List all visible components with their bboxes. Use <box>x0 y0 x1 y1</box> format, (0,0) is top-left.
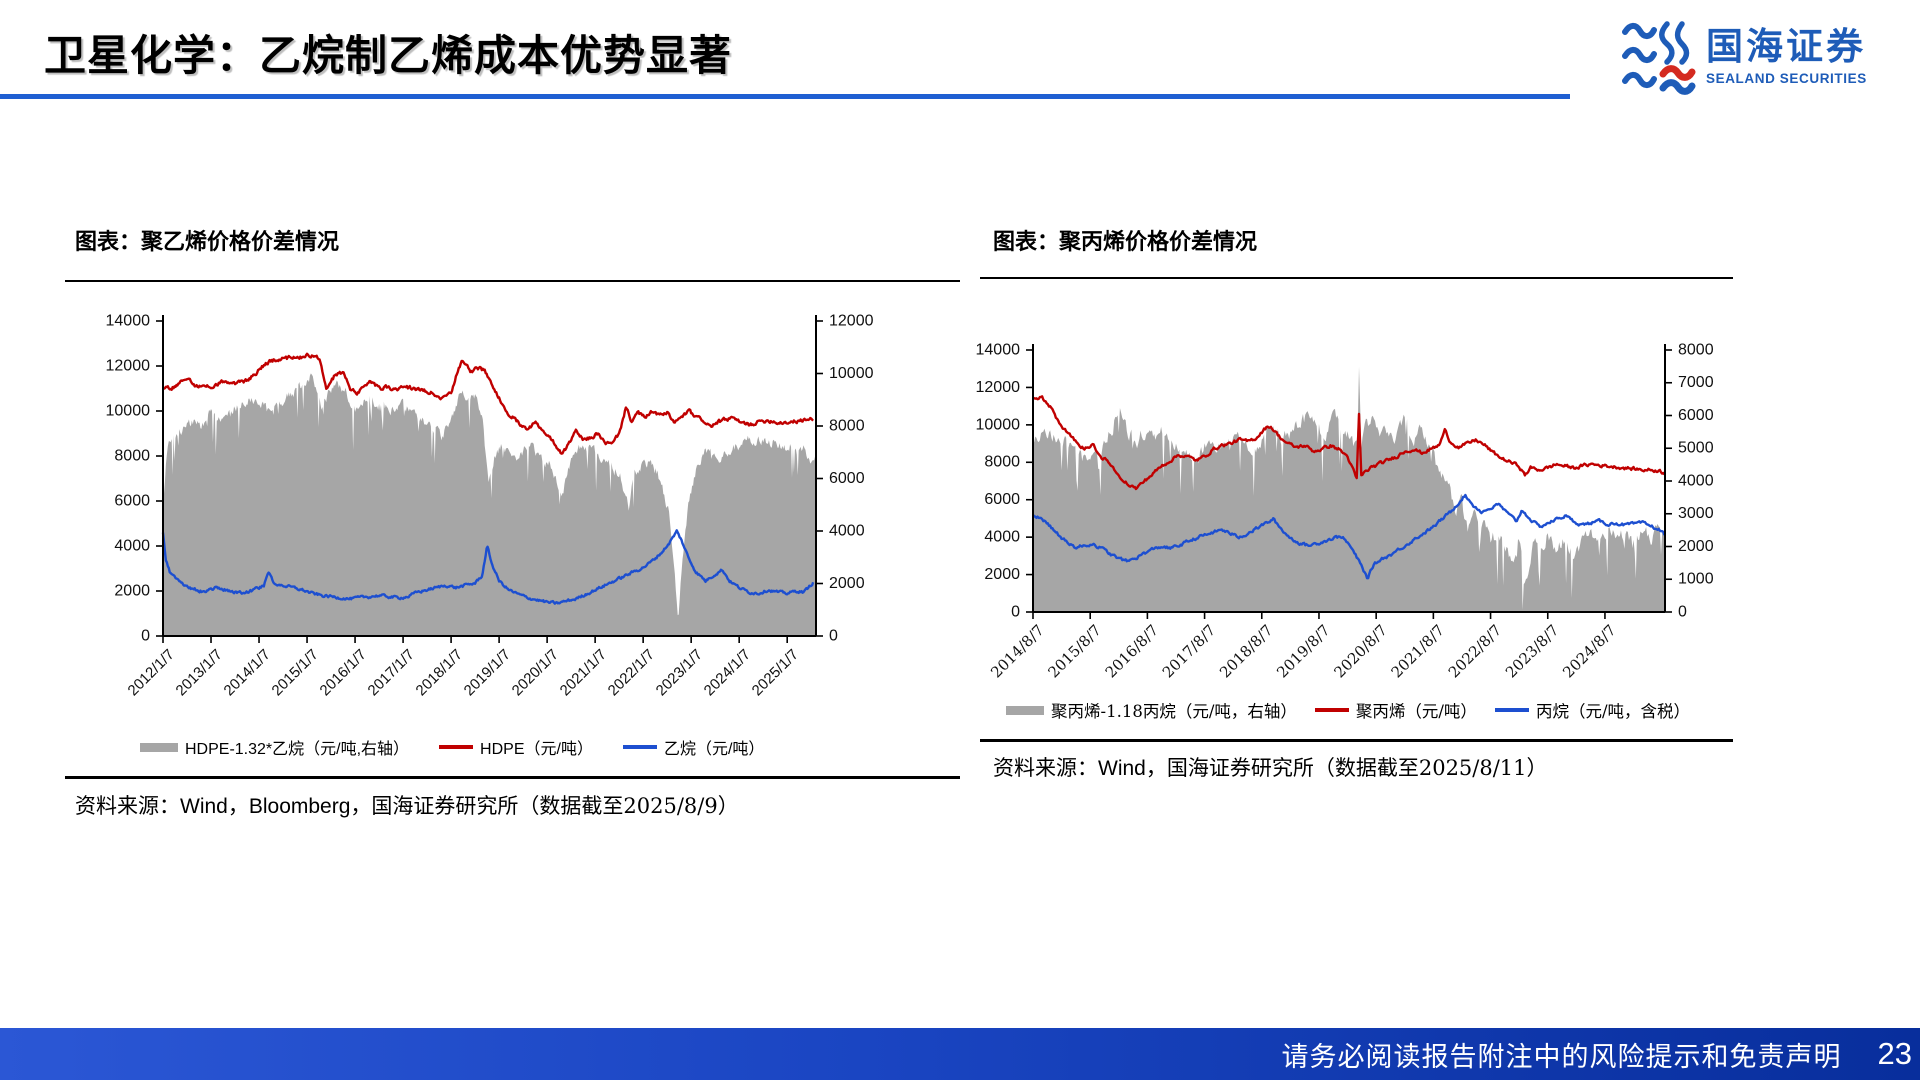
legend-label: 聚丙烯（元/吨） <box>1355 702 1477 721</box>
right-chart-legend: 聚丙烯-1.18丙烷（元/吨，右轴） 聚丙烯（元/吨） 丙烷（元/吨，含税） <box>1006 698 1690 722</box>
left-chart-source: 资料来源：Wind，Bloomberg，国海证券研究所（数据截至2025/8/9… <box>75 790 739 820</box>
legend-item: HDPE（元/吨） <box>439 735 593 759</box>
logo-name: 国海证券 <box>1706 26 1866 68</box>
polypropylene-chart-title: 图表：聚丙烯价格价差情况 <box>993 229 1258 254</box>
page-number: 23 <box>1877 1036 1912 1071</box>
legend-label: HDPE-1.32*乙烷（元/吨,右轴） <box>185 741 410 758</box>
legend-label: 乙烷（元/吨） <box>663 741 765 758</box>
source-text: 资料来源：Wind，Bloomberg，国海证券研究所 <box>75 795 519 818</box>
right-chart-source: 资料来源：Wind，国海证券研究所（数据截至2025/8/11） <box>993 752 1548 782</box>
gray-area-swatch-icon <box>1006 705 1044 715</box>
gray-area-swatch-icon <box>140 742 178 752</box>
source-note: （数据截至2025/8/11） <box>1313 756 1548 780</box>
left-chart-bottom-rule <box>65 776 960 779</box>
left-chart-top-rule <box>65 280 960 282</box>
source-text: 资料来源：Wind，国海证券研究所 <box>993 757 1314 780</box>
red-line-swatch-icon <box>439 745 474 749</box>
sealand-securities-icon <box>1622 21 1696 95</box>
right-chart-top-rule <box>980 277 1733 279</box>
polyethylene-chart-canvas <box>65 300 960 700</box>
right-chart-bottom-rule <box>980 739 1733 742</box>
footer-bar: 请务必阅读报告附注中的风险提示和免责声明 23 <box>0 1028 1920 1080</box>
source-note: （数据截至2025/8/9） <box>518 794 739 818</box>
polypropylene-chart-canvas <box>965 280 1755 700</box>
red-line-swatch-icon <box>1314 708 1349 712</box>
legend-item: 聚丙烯（元/吨） <box>1314 698 1477 722</box>
disclaimer-text: 请务必阅读报告附注中的风险提示和免责声明 <box>1281 1041 1842 1072</box>
blue-line-swatch-icon <box>1494 708 1529 712</box>
legend-item: 聚丙烯-1.18丙烷（元/吨，右轴） <box>1006 698 1297 722</box>
company-logo: 国海证券 SEALAND SECURITIES <box>1618 18 1867 96</box>
legend-item: HDPE-1.32*乙烷（元/吨,右轴） <box>140 735 409 759</box>
legend-label: 丙烷（元/吨，含税） <box>1535 702 1690 721</box>
header-divider <box>0 94 1570 99</box>
legend-item: 丙烷（元/吨，含税） <box>1494 698 1690 722</box>
blue-line-swatch-icon <box>622 745 657 749</box>
legend-label: HDPE（元/吨） <box>480 741 593 758</box>
logo-subtext: SEALAND SECURITIES <box>1706 71 1867 87</box>
left-chart-legend: HDPE-1.32*乙烷（元/吨,右轴） HDPE（元/吨） 乙烷（元/吨） <box>140 735 764 759</box>
legend-label: 聚丙烯-1.18丙烷（元/吨，右轴） <box>1051 702 1297 721</box>
polyethylene-chart-title: 图表：聚乙烯价格价差情况 <box>75 229 340 254</box>
page-title: 卫星化学：乙烷制乙烯成本优势显著 <box>44 32 733 79</box>
legend-item: 乙烷（元/吨） <box>622 735 765 759</box>
